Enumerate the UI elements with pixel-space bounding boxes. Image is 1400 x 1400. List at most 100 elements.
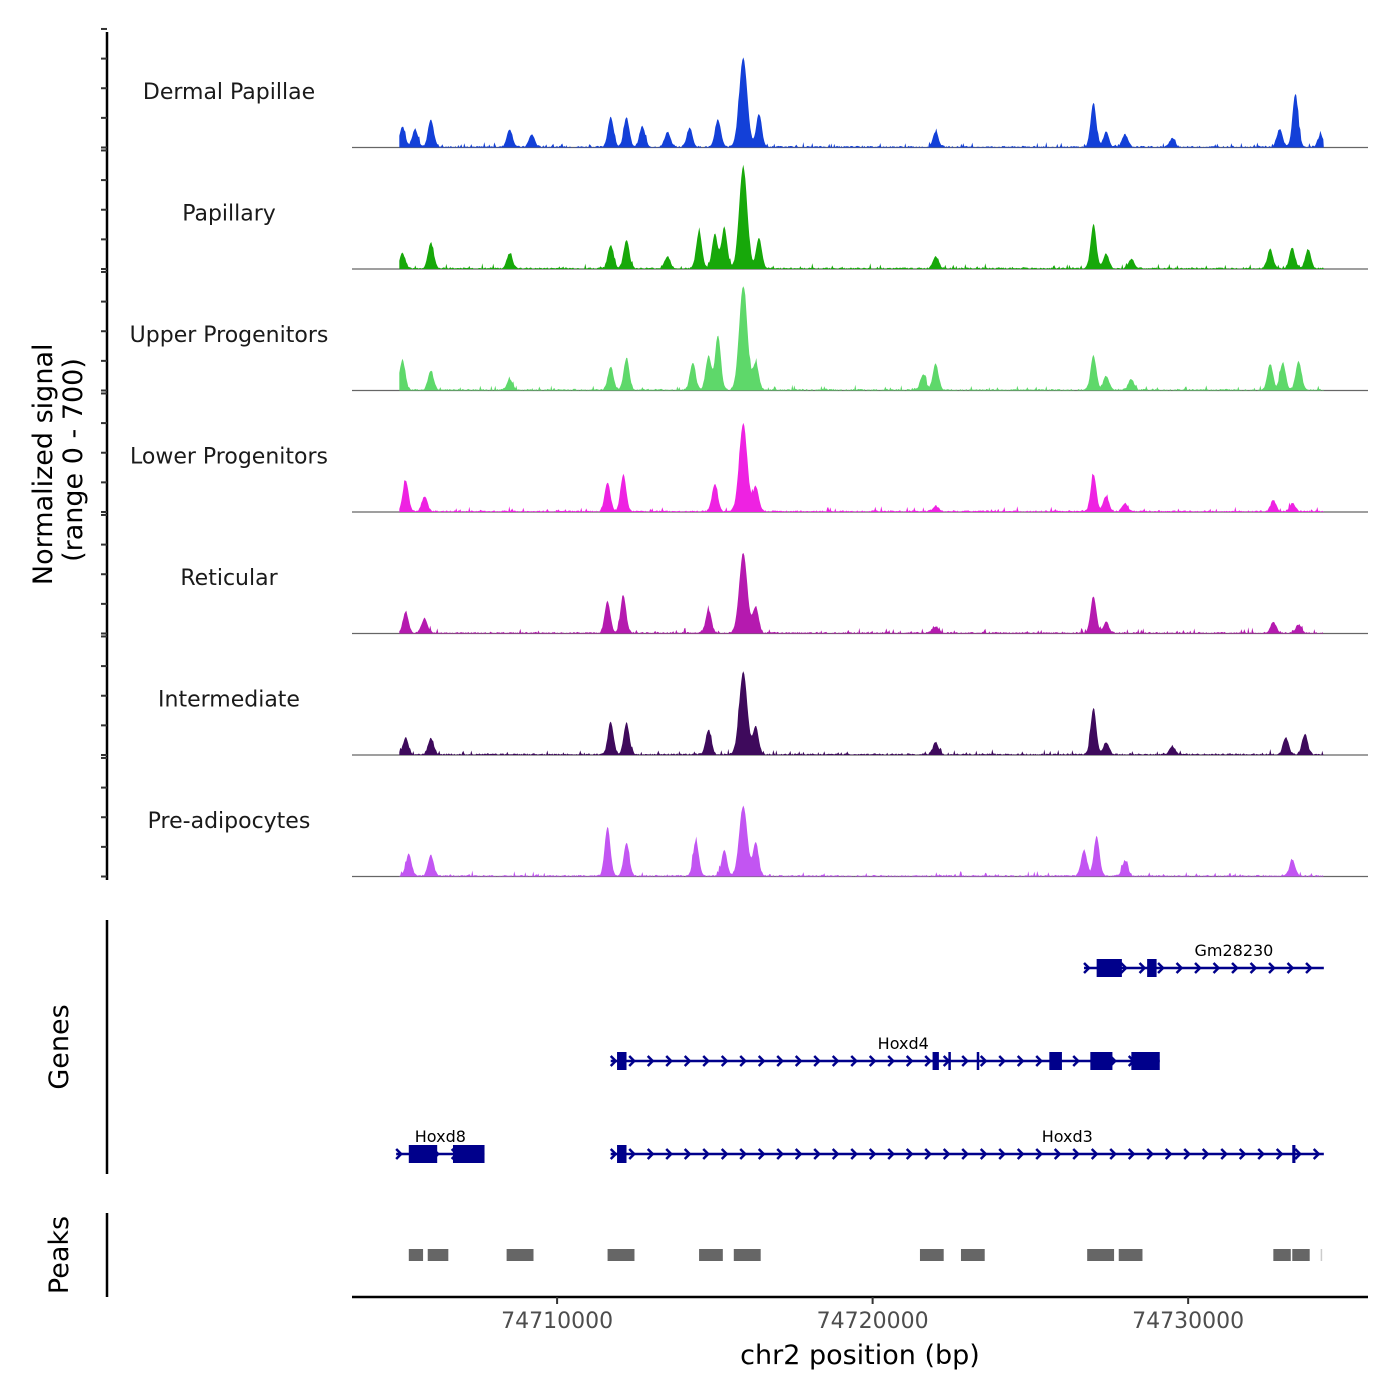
- strand-arrow-icon: [1286, 962, 1295, 974]
- peak-region: [607, 1249, 635, 1261]
- strand-arrow-icon: [665, 1055, 674, 1067]
- strand-arrow-icon: [1138, 962, 1147, 974]
- signal-track: Papillary: [182, 164, 1368, 270]
- signal-area: [399, 552, 1324, 634]
- signal-area: [399, 286, 1324, 391]
- gene-exon: [617, 1052, 627, 1070]
- strand-arrow-icon: [1275, 1148, 1284, 1160]
- strand-arrow-icon: [1257, 1148, 1265, 1160]
- strand-arrow-icon: [739, 1055, 748, 1067]
- strand-arrow-icon: [961, 1055, 970, 1067]
- gene-exon: [452, 1145, 485, 1163]
- strand-arrow-icon: [924, 1148, 933, 1160]
- strand-arrow-icon: [1305, 962, 1313, 974]
- strand-arrow-icon: [1249, 962, 1258, 974]
- peak-region: [699, 1249, 723, 1261]
- strand-arrow-icon: [1183, 1148, 1191, 1160]
- strand-arrow-icon: [1312, 1148, 1321, 1160]
- signal-y-axis-ticks: [101, 27, 107, 878]
- genes-panel-title: Genes: [44, 1004, 75, 1089]
- peaks-panel: [408, 1249, 1323, 1261]
- strand-arrow-icon: [868, 1148, 877, 1160]
- strand-arrow-icon: [1238, 1148, 1247, 1160]
- strand-arrow-icon: [924, 1055, 933, 1067]
- x-axis-ticks: 74710000 74720000 74730000: [501, 1297, 1244, 1334]
- x-tick-label: 74730000: [1132, 1309, 1244, 1334]
- strand-arrow-icon: [998, 1055, 1006, 1067]
- signal-track: Intermediate: [158, 671, 1368, 756]
- strand-arrow-icon: [1109, 1148, 1117, 1160]
- strand-arrow-icon: [1220, 1148, 1228, 1160]
- strand-arrow-icon: [979, 1055, 988, 1067]
- signal-track: Lower Progenitors: [130, 422, 1368, 513]
- peak-region: [1118, 1249, 1143, 1261]
- peak-region: [960, 1249, 985, 1261]
- track-label: Upper Progenitors: [130, 323, 329, 348]
- gene-model: Hoxd3: [609, 1127, 1324, 1163]
- peak-region: [408, 1249, 424, 1261]
- gene-exon: [1292, 1145, 1296, 1163]
- gene-label: Hoxd8: [415, 1127, 466, 1146]
- strand-arrow-icon: [683, 1055, 692, 1067]
- signal-tracks: Dermal Papillae Papillary Upper Progenitor…: [130, 57, 1368, 878]
- strand-arrow-icon: [776, 1148, 785, 1160]
- strand-arrow-icon: [1090, 1148, 1099, 1160]
- gene-model: Gm28230: [1083, 941, 1324, 977]
- strand-arrow-icon: [1053, 1148, 1062, 1160]
- strand-arrow-icon: [887, 1055, 896, 1067]
- strand-arrow-icon: [961, 1148, 970, 1160]
- gene-exon: [1049, 1052, 1062, 1070]
- strand-arrow-icon: [887, 1148, 896, 1160]
- strand-arrow-icon: [757, 1055, 766, 1067]
- strand-arrow-icon: [1083, 962, 1091, 974]
- signal-track: Pre-adipocytes: [148, 805, 1368, 878]
- x-tick-label: 74720000: [817, 1309, 929, 1334]
- gene-exon: [1131, 1052, 1160, 1070]
- gene-model: Hoxd4: [609, 1034, 1160, 1070]
- track-label: Papillary: [182, 202, 276, 227]
- gene-exon: [1147, 959, 1157, 977]
- track-label: Dermal Papillae: [143, 80, 315, 105]
- strand-arrow-icon: [609, 1055, 618, 1067]
- strand-arrow-icon: [979, 1148, 988, 1160]
- strand-arrow-icon: [1268, 962, 1276, 974]
- strand-arrow-icon: [831, 1148, 840, 1160]
- gene-exon: [948, 1052, 951, 1070]
- peak-region: [1087, 1249, 1115, 1261]
- signal-area: [399, 671, 1324, 755]
- strand-arrow-icon: [702, 1148, 711, 1160]
- strand-arrow-icon: [794, 1148, 803, 1160]
- strand-arrow-icon: [683, 1148, 692, 1160]
- strand-arrow-icon: [628, 1148, 637, 1160]
- strand-arrow-icon: [850, 1055, 859, 1067]
- strand-arrow-icon: [1072, 1148, 1080, 1160]
- gene-exon: [976, 1052, 980, 1070]
- x-axis-title: chr2 position (bp): [740, 1340, 980, 1371]
- track-label: Intermediate: [158, 688, 300, 713]
- gene-label: Hoxd3: [1042, 1127, 1093, 1146]
- peak-region: [506, 1249, 534, 1261]
- gene-model: Hoxd8: [395, 1127, 485, 1163]
- track-label: Reticular: [180, 566, 278, 591]
- strand-arrow-icon: [1146, 1148, 1154, 1160]
- peaks-panel-title: Peaks: [44, 1216, 75, 1294]
- strand-arrow-icon: [1120, 962, 1128, 974]
- strand-arrow-icon: [813, 1055, 822, 1067]
- strand-arrow-icon: [813, 1148, 822, 1160]
- signal-area: [399, 164, 1324, 269]
- signal-track: Reticular: [180, 552, 1368, 635]
- peak-region: [1273, 1249, 1291, 1261]
- strand-arrow-icon: [776, 1055, 785, 1067]
- signal-track: Dermal Papillae: [143, 57, 1368, 149]
- strand-arrow-icon: [831, 1055, 840, 1067]
- strand-arrow-icon: [1072, 1055, 1080, 1067]
- gene-label: Hoxd4: [878, 1034, 929, 1053]
- signal-area: [399, 422, 1324, 512]
- y-axis-title-line2: (range 0 - 700): [58, 358, 89, 562]
- track-label: Lower Progenitors: [130, 445, 328, 470]
- strand-arrow-icon: [1016, 1148, 1025, 1160]
- track-label: Pre-adipocytes: [148, 809, 311, 834]
- peak-region: [919, 1249, 944, 1261]
- gene-exon: [932, 1052, 939, 1070]
